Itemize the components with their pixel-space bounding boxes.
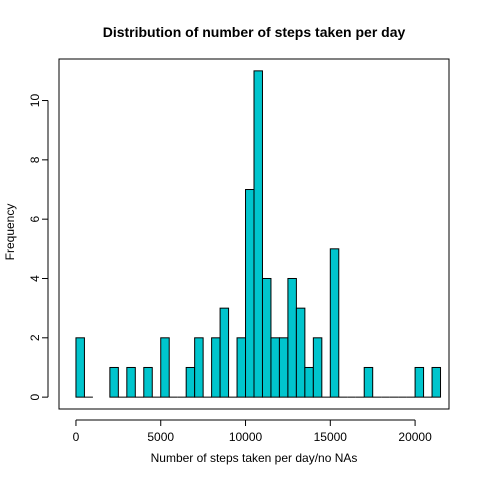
histogram-bar: [329, 248, 340, 398]
plot-frame: [58, 58, 450, 410]
histogram-bar: [185, 366, 196, 398]
x-tick-label: 15000: [314, 430, 348, 444]
histogram-bar: [236, 337, 247, 398]
histogram-bar: [194, 337, 204, 398]
histogram-bar: [270, 337, 280, 398]
histogram-bar: [304, 366, 314, 398]
y-axis-label: Frequency: [3, 204, 17, 261]
histogram-bar: [219, 307, 230, 398]
histogram-bar: [126, 366, 136, 398]
x-tick-label: 5000: [147, 430, 174, 444]
histogram-bar: [295, 307, 306, 398]
x-axis-label: Number of steps taken per day/no NAs: [151, 451, 358, 465]
y-tick-label: 2: [28, 334, 42, 341]
x-tick-label: 0: [73, 430, 80, 444]
histogram-bar: [431, 366, 442, 398]
x-tick-label: 20000: [398, 430, 432, 444]
y-tick-label: 6: [28, 216, 42, 223]
x-tick-label: 10000: [229, 430, 263, 444]
histogram-bar: [143, 366, 153, 398]
y-tick-label: 0: [28, 393, 42, 400]
y-axis: 0 2 4 6 8 10: [28, 94, 49, 400]
y-tick-label: 8: [28, 156, 42, 163]
chart-title: Distribution of number of steps taken pe…: [103, 24, 406, 40]
histogram-bar: [414, 366, 425, 398]
histogram-bar: [363, 366, 374, 398]
histogram-bar: [287, 277, 297, 398]
histogram-bar: [75, 337, 85, 398]
histogram-bar: [278, 337, 289, 398]
y-tick-label: 10: [28, 94, 42, 108]
histogram-bar: [253, 70, 263, 398]
x-axis: 0 5000 10000 15000 20000: [73, 419, 432, 444]
histogram-bar: [245, 189, 255, 398]
bars-group: [75, 70, 442, 398]
histogram-bar: [312, 337, 323, 398]
y-tick-label: 4: [28, 275, 42, 282]
histogram-bar: [211, 337, 221, 398]
histogram-bar: [109, 366, 119, 398]
histogram-bar: [261, 277, 272, 398]
histogram-bar: [160, 337, 170, 398]
